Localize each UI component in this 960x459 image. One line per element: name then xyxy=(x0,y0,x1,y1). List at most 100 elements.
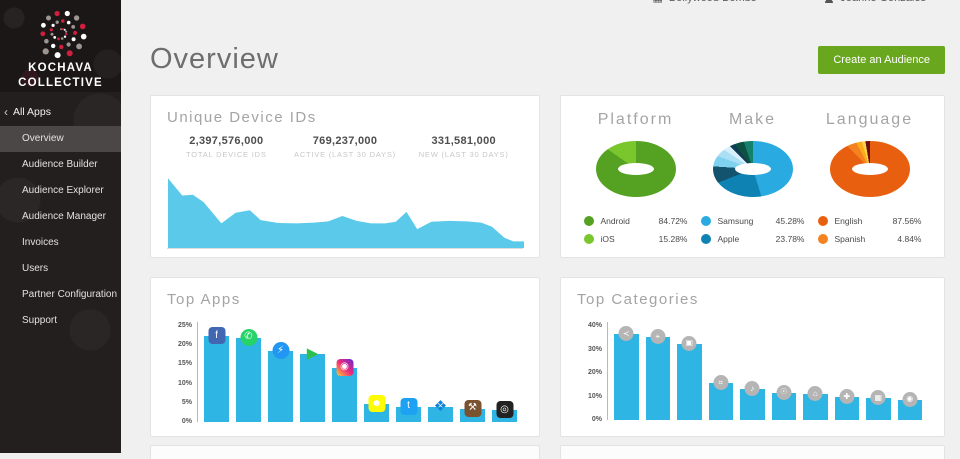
sidebar-item-audience-manager[interactable]: Audience Manager xyxy=(0,204,121,230)
bar-games-2[interactable]: ⌗ xyxy=(708,375,733,420)
share-icon: ≺ xyxy=(618,326,634,342)
card-title-top-categories: Top Categories xyxy=(577,291,699,308)
legend-value: 84.72% xyxy=(658,216,688,226)
sidebar-item-overview[interactable]: Overview xyxy=(0,126,121,152)
sidebar-item-users[interactable]: Users xyxy=(0,256,121,282)
brand-line2: COLLECTIVE xyxy=(18,76,103,89)
bar-games[interactable]: ⌖ xyxy=(645,329,670,420)
music-icon: ♪ xyxy=(744,381,760,397)
sidebar-item-partner-configuration[interactable]: Partner Configuration xyxy=(0,282,121,308)
bar-share[interactable]: ≺ xyxy=(614,326,639,420)
sidebar-item-label: Invoices xyxy=(22,237,59,248)
bar-slot: ◉ xyxy=(332,358,357,422)
legend-dot xyxy=(817,234,828,244)
legend-value: 4.84% xyxy=(897,234,922,244)
device-ids-area-chart xyxy=(167,166,524,249)
record-app-icon: ◎ xyxy=(496,401,513,419)
bar-lifestyle[interactable]: ⌂ xyxy=(803,386,828,420)
bar-slot: ❖ xyxy=(428,399,453,422)
sidebar-item-label: Audience Explorer xyxy=(22,185,104,196)
y-tick-label: 10% xyxy=(177,379,192,387)
stat-value: 2,397,576,000 xyxy=(189,135,264,147)
user-menu[interactable]: Joanne Gonzales ▾ xyxy=(824,0,946,4)
unique-device-ids-card: Unique Device IDs 2,397,576,000 TOTAL DEV… xyxy=(150,95,540,258)
bar-facebook[interactable]: f xyxy=(204,327,229,422)
bar-slot: ▶ xyxy=(300,346,325,422)
sidebar-item-audience-explorer[interactable]: Audience Explorer xyxy=(0,178,121,204)
sidebar-item-audience-builder[interactable]: Audience Builder xyxy=(0,152,121,178)
photo-icon: ▦ xyxy=(870,390,886,406)
bar-twitter[interactable]: t xyxy=(396,397,421,422)
bar-camera[interactable]: ◉ xyxy=(897,391,922,420)
legend-row: Spanish 4.84% xyxy=(817,234,922,244)
bar-video[interactable]: ▣ xyxy=(677,335,702,420)
bar-dropbox[interactable]: ❖ xyxy=(428,399,453,422)
account-switcher[interactable]: ▦ Bollywood Bombs ▾ xyxy=(653,0,777,4)
platform-donut-chart xyxy=(595,141,676,197)
chevron-down-icon: ▾ xyxy=(772,0,776,2)
donut-legend: Samsung 45.28% Apple 23.78% xyxy=(700,208,805,244)
sidebar-nav: Overview Audience Builder Audience Explore… xyxy=(0,126,121,334)
y-tick-label: 20% xyxy=(177,341,192,349)
bar-slot: ◉ xyxy=(897,391,922,420)
donut-group-language: Language English 87.56% Spanish 4.84% xyxy=(811,109,928,244)
donut-hole xyxy=(734,163,771,175)
device-stat: 2,397,576,000 TOTAL DEVICE IDS xyxy=(167,135,286,159)
stat-value: 769,237,000 xyxy=(312,135,378,147)
legend-label: English xyxy=(834,216,863,226)
plot-area: ≺ ⌖ ▣ ⌗ ♪ ☉ ⌂ ✚ ▦ ◉ xyxy=(607,322,928,420)
y-tick-label: 5% xyxy=(181,398,192,406)
bar-slot: ▣ xyxy=(677,335,702,420)
bar-slot: ⌖ xyxy=(645,329,670,420)
stat-value: 331,581,000 xyxy=(431,135,496,147)
google-play-icon: ▶ xyxy=(306,345,319,363)
sidebar-item-all-apps[interactable]: ‹ All Apps xyxy=(0,98,121,126)
main-content: ▦ Bollywood Bombs ▾ Joanne Gonzales ▾ Ov… xyxy=(121,0,960,459)
legend-dot xyxy=(583,216,594,226)
sidebar-item-label: Users xyxy=(22,263,49,274)
bar-instagram[interactable]: ◉ xyxy=(332,358,357,422)
sidebar-item-label: Audience Manager xyxy=(22,211,106,222)
building-icon: ▦ xyxy=(653,0,663,4)
social-icon: ☉ xyxy=(776,384,792,400)
bar-social[interactable]: ☉ xyxy=(771,384,796,420)
whatsapp-icon: ✆ xyxy=(240,328,257,346)
chevron-left-icon: ‹ xyxy=(4,104,8,119)
bar-snapchat[interactable]: ☻ xyxy=(364,395,389,422)
chevron-down-icon: ▾ xyxy=(942,0,946,2)
next-row-cards xyxy=(121,437,960,459)
bar-google-play[interactable]: ▶ xyxy=(300,346,325,422)
bar-slot: t xyxy=(396,397,421,422)
bar-slot: ⚡ xyxy=(268,342,293,422)
utilities-icon: ✚ xyxy=(839,389,855,405)
minecraft-icon: ⚒ xyxy=(464,399,481,417)
bar-chart: 40% 30% 20% 10% 0% ≺ ⌖ ▣ ⌗ ♪ ☉ ⌂ ✚ ▦ ◉ xyxy=(577,322,928,423)
bar-utilities[interactable]: ✚ xyxy=(834,389,859,420)
create-audience-button[interactable]: Create an Audience xyxy=(818,45,945,74)
y-tick-label: 0% xyxy=(181,418,192,425)
stat-label: TOTAL DEVICE IDS xyxy=(186,150,267,159)
sidebar-item-support[interactable]: Support xyxy=(0,308,121,334)
bar-slot: ☻ xyxy=(364,395,389,422)
y-tick-label: 0% xyxy=(591,416,602,423)
bar-slot: ♪ xyxy=(740,381,765,420)
legend-label: Spanish xyxy=(834,234,866,244)
bar-whatsapp[interactable]: ✆ xyxy=(236,328,261,422)
bar-messenger[interactable]: ⚡ xyxy=(268,342,293,422)
legend-value: 45.28% xyxy=(775,216,805,226)
area-chart-svg xyxy=(168,178,524,248)
legend-value: 87.56% xyxy=(892,216,922,226)
partial-card-left xyxy=(150,445,540,459)
bar-music[interactable]: ♪ xyxy=(740,381,765,420)
kochava-logo-icon xyxy=(39,10,86,59)
bar-slot: ⚒ xyxy=(460,399,485,422)
donut-title: Language xyxy=(825,111,914,128)
top-categories-card: Top Categories 40% 30% 20% 10% 0% ≺ ⌖ ▣ ⌗ ♪ ☉ ⌂ ✚ ▦ ◉ xyxy=(560,277,945,437)
bar-photo[interactable]: ▦ xyxy=(866,390,891,420)
bar-record-app[interactable]: ◎ xyxy=(492,401,517,422)
bar-minecraft[interactable]: ⚒ xyxy=(460,399,485,422)
plot-area: f ✆ ⚡ ▶ ◉ ☻ t ❖ ⚒ ◎ xyxy=(197,322,523,422)
sidebar-item-invoices[interactable]: Invoices xyxy=(0,230,121,256)
twitter-icon: t xyxy=(400,397,417,415)
legend-dot xyxy=(583,234,594,244)
